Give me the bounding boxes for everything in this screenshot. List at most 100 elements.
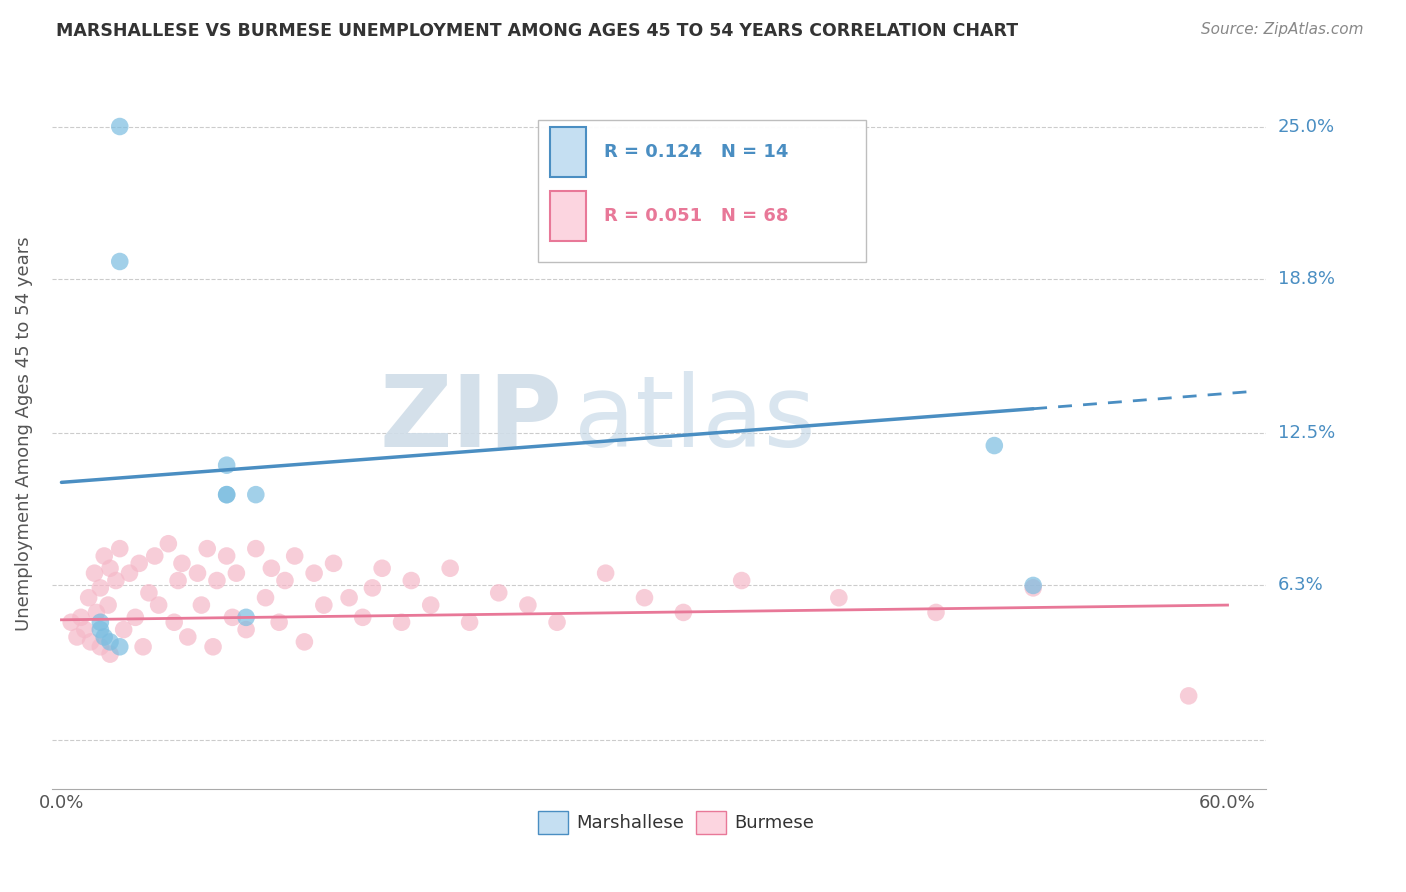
Point [195,541,218,556]
Point [98,635,121,649]
Point [89,640,111,654]
Point [77,591,100,605]
Point [221,610,243,624]
Point [97,598,120,612]
Point [254,591,277,605]
Point [118,566,141,581]
Point [215,549,238,563]
Text: atlas: atlas [574,370,815,467]
Point [1177,689,1199,703]
Point [93,549,115,563]
Point [89,623,111,637]
Text: R = 0.051   N = 68: R = 0.051 N = 68 [605,207,789,225]
Y-axis label: Unemployment Among Ages 45 to 54 years: Unemployment Among Ages 45 to 54 years [15,236,32,631]
Point [108,640,131,654]
FancyBboxPatch shape [696,811,725,834]
Point [401,574,423,588]
Point [1022,578,1045,592]
Point [361,581,384,595]
Point [274,574,297,588]
Point [93,630,115,644]
Text: 18.8%: 18.8% [1278,269,1334,288]
Point [143,549,166,563]
Point [292,635,315,649]
Point [488,586,510,600]
Point [108,120,131,134]
Point [138,586,160,600]
Point [83,566,105,581]
Point [235,610,257,624]
Point [352,610,374,624]
Text: R = 0.124   N = 14: R = 0.124 N = 14 [605,144,789,161]
Point [337,591,360,605]
Point [215,488,238,502]
Point [235,623,257,637]
FancyBboxPatch shape [537,120,866,262]
Point [98,561,121,575]
Point [245,541,267,556]
Point [302,566,325,581]
Point [89,615,111,630]
Point [86,606,108,620]
Point [186,566,208,581]
Point [128,557,150,571]
Point [108,541,131,556]
Point [284,549,307,563]
Point [89,581,111,595]
Point [177,630,200,644]
Text: 12.5%: 12.5% [1278,425,1334,442]
Point [828,591,851,605]
Point [269,615,291,630]
Point [439,561,461,575]
FancyBboxPatch shape [550,191,586,241]
Point [148,598,170,612]
Point [215,488,238,502]
Point [157,537,180,551]
Point [132,640,155,654]
Point [104,574,127,588]
Point [260,561,283,575]
Point [458,615,481,630]
Point [546,615,568,630]
Point [672,606,695,620]
Point [322,557,344,571]
Point [79,635,101,649]
Point [98,647,121,661]
Point [731,574,754,588]
Point [170,557,193,571]
Point [190,598,212,612]
Point [73,623,96,637]
Point [66,630,89,644]
Point [983,439,1005,453]
Point [167,574,190,588]
Point [112,623,135,637]
Text: ZIP: ZIP [380,370,562,467]
Point [205,574,228,588]
Point [70,610,93,624]
Point [225,566,247,581]
Text: 6.3%: 6.3% [1278,576,1323,594]
Text: Marshallese: Marshallese [576,814,685,831]
Text: Source: ZipAtlas.com: Source: ZipAtlas.com [1201,22,1364,37]
Text: 25.0%: 25.0% [1278,118,1334,136]
Text: MARSHALLESE VS BURMESE UNEMPLOYMENT AMONG AGES 45 TO 54 YEARS CORRELATION CHART: MARSHALLESE VS BURMESE UNEMPLOYMENT AMON… [56,22,1018,40]
Point [595,566,617,581]
Point [419,598,441,612]
Point [124,610,146,624]
Point [60,615,83,630]
FancyBboxPatch shape [537,811,568,834]
Point [1022,581,1045,595]
Point [371,561,394,575]
Text: Burmese: Burmese [734,814,814,831]
Point [925,606,948,620]
Point [163,615,186,630]
Point [312,598,335,612]
FancyBboxPatch shape [550,128,586,178]
Point [391,615,413,630]
Point [215,458,238,473]
Point [108,254,131,268]
Point [516,598,538,612]
Point [633,591,655,605]
Point [202,640,225,654]
Point [245,488,267,502]
